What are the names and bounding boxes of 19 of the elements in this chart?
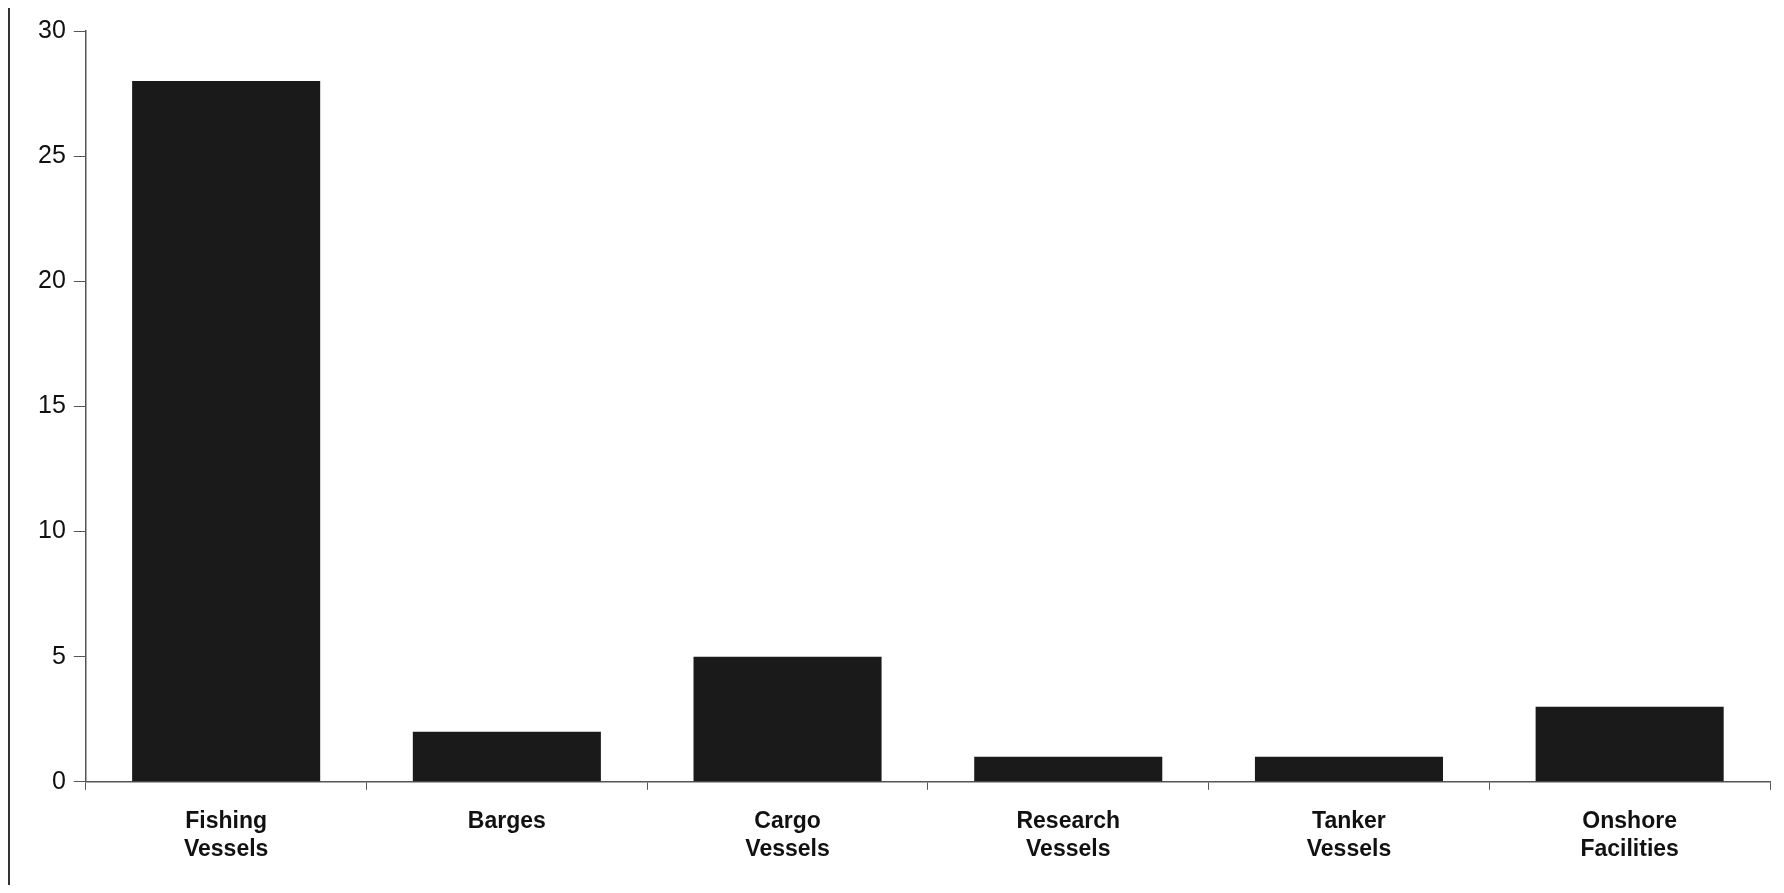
x-tick-label: Onshore Facilities: [1580, 806, 1679, 861]
bar: [974, 756, 1163, 782]
y-tick-label: 20: [38, 265, 66, 294]
x-tick-label: Tanker Vessels: [1306, 806, 1392, 861]
y-tick-label: 30: [38, 14, 66, 43]
y-tick-label: 0: [51, 765, 66, 794]
y-tick-label: 25: [38, 140, 66, 169]
y-tick-label: 10: [38, 515, 66, 544]
y-tick-label: 15: [38, 390, 66, 419]
x-tick-label: Research Vessels: [1016, 806, 1121, 861]
bar: [693, 656, 882, 782]
x-tick-label: Barges: [467, 806, 546, 833]
bar: [132, 81, 321, 782]
y-tick-label: 5: [51, 640, 66, 669]
bar: [1254, 756, 1443, 782]
bar: [1535, 706, 1724, 782]
x-tick-label: Fishing Vessels: [183, 806, 269, 861]
bar: [412, 731, 601, 782]
x-tick-label: Cargo Vessels: [745, 806, 830, 861]
